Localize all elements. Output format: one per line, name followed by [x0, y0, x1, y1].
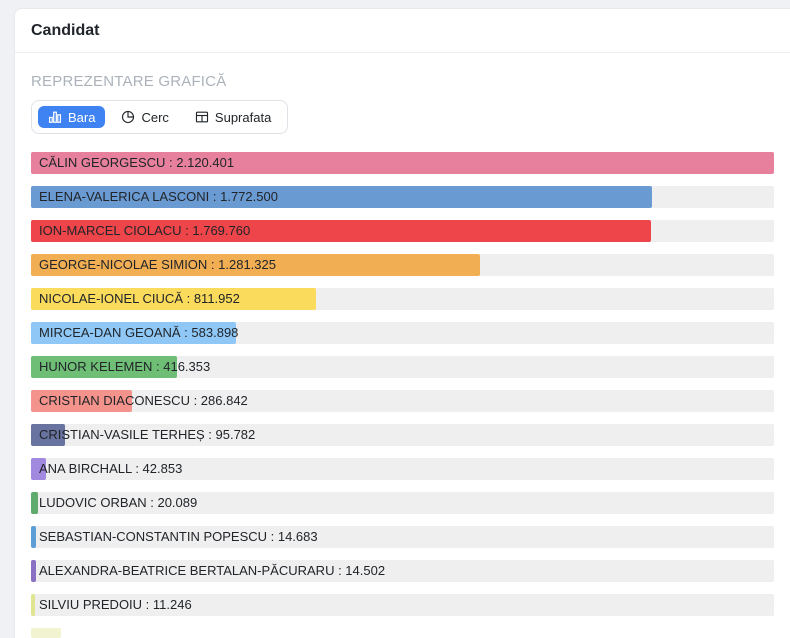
bar-fill[interactable] — [31, 560, 37, 582]
tab-suprafata[interactable]: Suprafata — [185, 106, 281, 128]
card-body: REPREZENTARE GRAFICĂ Bara Cerc — [15, 53, 790, 638]
chart-bar-row: SILVIU PREDOIU : 11.246 — [31, 594, 774, 616]
bar-label: CRISTIAN DIACONESCU : 286.842 — [39, 393, 248, 408]
bar-fill[interactable] — [31, 526, 37, 548]
bar-fill[interactable] — [31, 458, 47, 480]
bar-fill[interactable] — [31, 356, 177, 378]
tab-cerc-label: Cerc — [141, 109, 169, 125]
bar-label: ELENA-VALERICA LASCONI : 1.772.500 — [39, 189, 278, 204]
chart-bar-row: CĂLIN GEORGESCU : 2.120.401 — [31, 152, 774, 174]
bar-label: GEORGE-NICOLAE SIMION : 1.281.325 — [39, 257, 276, 272]
section-label: REPREZENTARE GRAFICĂ — [31, 73, 227, 90]
chart-bar-row: CRISTIAN DIACONESCU : 286.842 — [31, 390, 774, 412]
bar-chart-icon — [48, 111, 62, 123]
tab-bara-label: Bara — [68, 109, 96, 125]
partial-next-bar — [31, 628, 61, 638]
bar-fill[interactable] — [31, 322, 236, 344]
chart-bar-row: MIRCEA-DAN GEOANĂ : 583.898 — [31, 322, 774, 344]
bar-chart: CĂLIN GEORGESCU : 2.120.401 ELENA-VALERIC… — [31, 152, 774, 616]
tab-bara[interactable]: Bara — [38, 106, 106, 128]
bar-label: SEBASTIAN-CONSTANTIN POPESCU : 14.683 — [39, 529, 318, 544]
bar-fill[interactable] — [31, 390, 132, 412]
candidate-card: Candidat REPREZENTARE GRAFICĂ Bara Cerc — [14, 8, 790, 638]
chart-bar-row: CRISTIAN-VASILE TERHEȘ : 95.782 — [31, 424, 774, 446]
bar-label: LUDOVIC ORBAN : 20.089 — [39, 495, 198, 510]
chart-bar-row: LUDOVIC ORBAN : 20.089 — [31, 492, 774, 514]
chart-type-switcher: Bara Cerc Suprafata — [31, 100, 289, 134]
page-title: Candidat — [31, 22, 100, 39]
chart-bar-row: ANA BIRCHALL : 42.853 — [31, 458, 774, 480]
pie-chart-icon — [122, 110, 135, 124]
bar-label: CĂLIN GEORGESCU : 2.120.401 — [39, 155, 235, 170]
chart-bar-row: NICOLAE-IONEL CIUCĂ : 811.952 — [31, 288, 774, 310]
bar-fill[interactable] — [31, 220, 652, 242]
tab-suprafata-label: Suprafata — [214, 109, 272, 125]
bar-label: HUNOR KELEMEN : 416.353 — [39, 359, 211, 374]
bar-label: CRISTIAN-VASILE TERHEȘ : 95.782 — [39, 427, 256, 442]
bar-label: ION-MARCEL CIOLACU : 1.769.760 — [39, 223, 251, 238]
chart-bar-row: ELENA-VALERICA LASCONI : 1.772.500 — [31, 186, 774, 208]
chart-bar-row: SEBASTIAN-CONSTANTIN POPESCU : 14.683 — [31, 526, 774, 548]
bar-label: ANA BIRCHALL : 42.853 — [39, 461, 183, 476]
bar-fill[interactable] — [31, 152, 774, 174]
bar-label: ALEXANDRA-BEATRICE BERTALAN-PĂCURARU : 1… — [39, 563, 386, 578]
bar-fill[interactable] — [31, 186, 653, 208]
chart-bar-row: ALEXANDRA-BEATRICE BERTALAN-PĂCURARU : 1… — [31, 560, 774, 582]
tab-cerc[interactable]: Cerc — [111, 106, 178, 128]
bar-fill[interactable] — [31, 254, 480, 276]
table-icon — [195, 111, 209, 123]
bar-label: SILVIU PREDOIU : 11.246 — [39, 597, 192, 612]
chart-bar-row: ION-MARCEL CIOLACU : 1.769.760 — [31, 220, 774, 242]
card-header: Candidat — [15, 9, 790, 53]
chart-bar-row: HUNOR KELEMEN : 416.353 — [31, 356, 774, 378]
bar-fill[interactable] — [31, 594, 35, 616]
bar-label: NICOLAE-IONEL CIUCĂ : 811.952 — [39, 291, 240, 306]
bar-fill[interactable] — [31, 492, 39, 514]
bar-label: MIRCEA-DAN GEOANĂ : 583.898 — [39, 325, 239, 340]
bar-fill[interactable] — [31, 424, 65, 446]
bar-fill[interactable] — [31, 288, 316, 310]
chart-bar-row: GEORGE-NICOLAE SIMION : 1.281.325 — [31, 254, 774, 276]
